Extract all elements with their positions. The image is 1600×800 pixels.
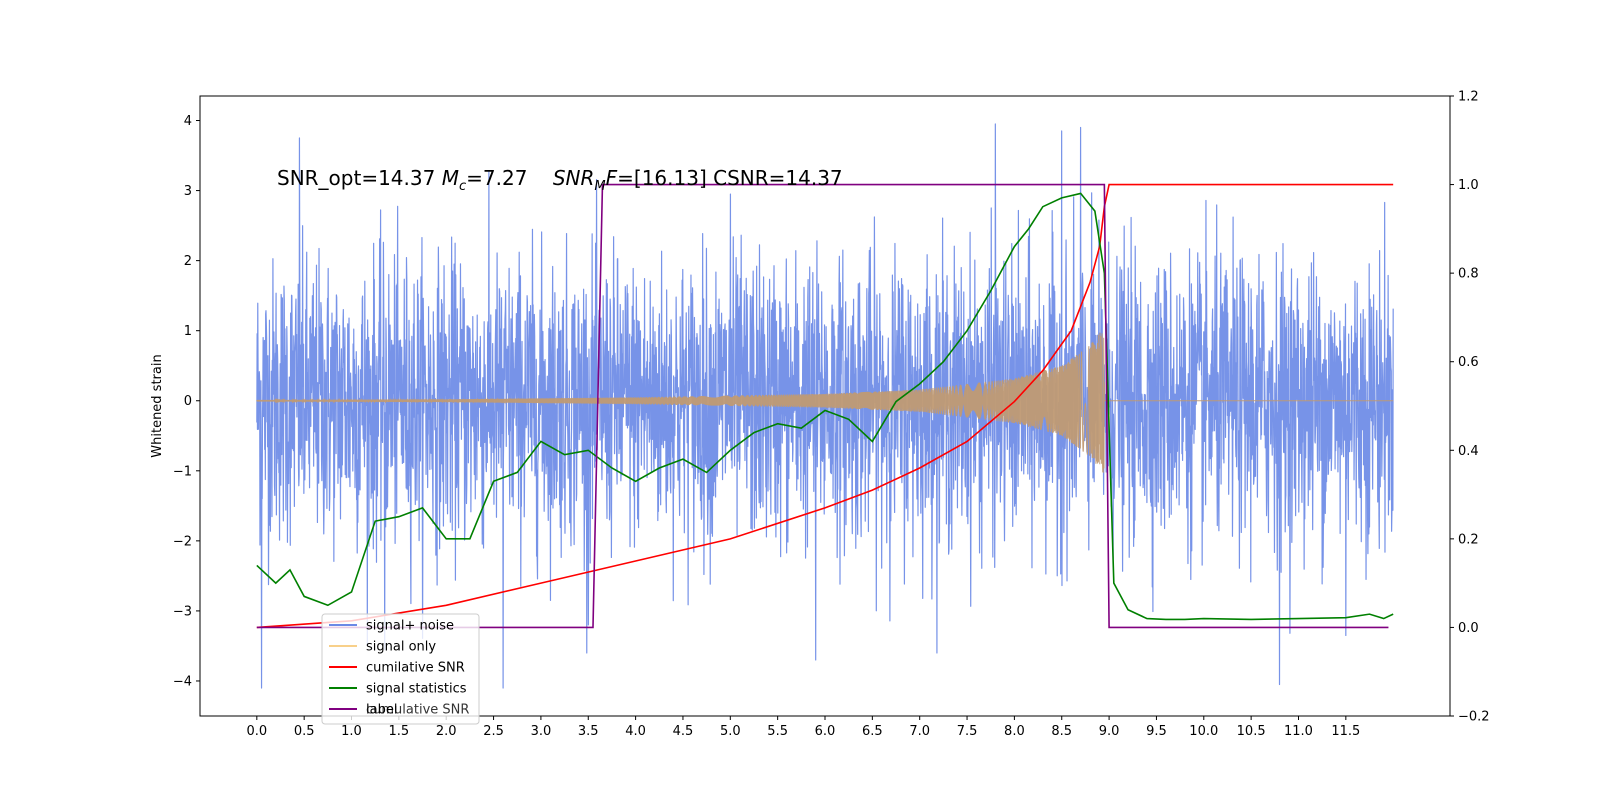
y-tick-label: 4 [184,114,192,129]
annotation-part2-sub: c [459,179,466,194]
x-tick-label: 10.0 [1189,724,1218,739]
y-tick-label: 1 [184,324,192,339]
annotation-part4-sub: M [594,179,605,194]
x-tick-label: 0.0 [246,724,267,739]
y-right-tick-label: 0.4 [1458,444,1479,459]
y-tick-label: −3 [173,604,192,619]
y-axis-left: −4 −3 −2 −1 0 1 2 3 4 [173,114,200,689]
legend-box [321,613,480,725]
series-signal-only-line [256,332,1394,473]
annotation-part3: =7.27 [466,166,553,190]
series-cumulative-snr-line [256,183,1394,629]
x-tick-label: 9.5 [1146,724,1167,739]
series-label-line [256,183,1389,629]
legend-entry: signal+ noise [366,619,454,634]
annotation-part6: =[16.13] CSNR=14.37 [617,166,843,190]
series-signal-noise-line [256,123,1394,689]
x-tick-label: 5.0 [720,724,741,739]
legend-ghost-entry: cumulative SNR [366,703,469,718]
y-right-tick-label: 0.2 [1458,532,1479,547]
y-right-tick-label: −0.2 [1458,710,1490,725]
x-tick-label: 4.5 [673,724,694,739]
y-tick-label: 2 [184,254,192,269]
x-tick-label: 0.5 [294,724,315,739]
x-tick-label: 1.0 [341,724,362,739]
annotation-part5: F [606,166,618,190]
plot-area [256,123,1394,689]
x-tick-label: 2.0 [436,724,457,739]
legend-entry: cumilative SNR [366,661,465,676]
x-tick-label: 4.0 [625,724,646,739]
y-right-tick-label: 0.8 [1458,267,1479,282]
x-tick-label: 11.0 [1284,724,1313,739]
annotation-part1: SNR_opt=14.37 [277,166,442,190]
x-tick-label: 1.5 [389,724,410,739]
x-axis: 0.0 0.5 1.0 1.5 2.0 2.5 3.0 3.5 4.0 4.5 5.0 5.5 6.0 6… [246,716,1360,739]
y-right-tick-label: 1.2 [1458,90,1479,105]
legend-entry: signal statistics [366,682,467,697]
annotation-part4: SNR [553,166,595,190]
x-tick-label: 7.0 [909,724,930,739]
legend-entry: signal only [366,640,436,655]
x-tick-label: 5.5 [767,724,788,739]
snr-annotation: SNR_opt=14.37 Mc=7.27 SNRMF=[16.13] CSNR… [277,166,843,194]
x-tick-label: 10.5 [1237,724,1266,739]
series-signal-statistics-line [256,192,1394,621]
x-tick-label: 2.5 [483,724,504,739]
legend: cumulative SNR signal+ noise signal only cu… [321,613,480,725]
x-tick-label: 9.0 [1099,724,1120,739]
x-tick-label: 11.5 [1331,724,1360,739]
x-tick-label: 7.5 [957,724,978,739]
legend-entry: label [366,703,397,718]
y-right-tick-label: 0.6 [1458,355,1479,370]
annotation-part2: M [442,166,459,190]
x-tick-label: 3.5 [578,724,599,739]
y-right-tick-label: 0.0 [1458,621,1479,636]
y-axis-right: −0.2 0.0 0.2 0.4 0.6 0.8 1.0 1.2 [1450,90,1490,725]
x-tick-label: 6.5 [862,724,883,739]
x-tick-label: 8.5 [1051,724,1072,739]
x-tick-label: 3.0 [531,724,552,739]
y-tick-label: 3 [184,184,192,199]
y-right-tick-label: 1.0 [1458,178,1479,193]
x-tick-label: 6.0 [815,724,836,739]
y-tick-label: −1 [173,464,192,479]
y-tick-label: 0 [184,394,192,409]
y-axis-label: Whitened strain [150,354,165,457]
y-tick-label: −4 [173,674,192,689]
y-tick-label: −2 [173,534,192,549]
x-tick-label: 8.0 [1004,724,1025,739]
